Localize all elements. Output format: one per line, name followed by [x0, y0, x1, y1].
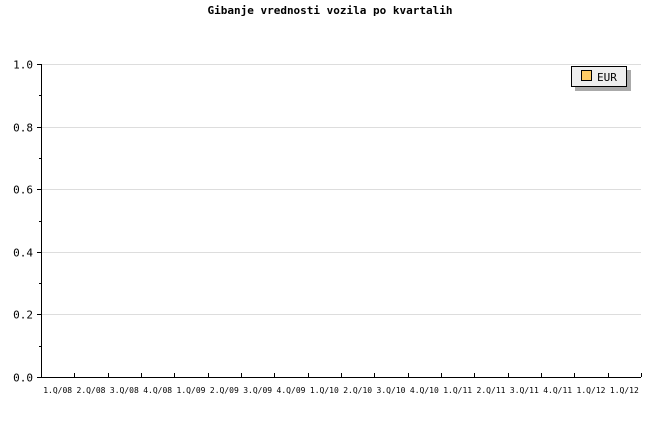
x-tick-label: 2.Q/08 [77, 386, 106, 395]
x-tick-label: 4.Q/08 [143, 386, 172, 395]
x-tick-label: 4.Q/09 [277, 386, 306, 395]
x-tick-label: 2.Q/11 [477, 386, 506, 395]
x-tick-label: 2.Q/09 [210, 386, 239, 395]
y-tick-label: 0.4 [13, 247, 33, 260]
x-tick-label: 3.Q/10 [377, 386, 406, 395]
x-tick-label: 1.Q/12 [610, 386, 639, 395]
x-tick-label: 4.Q/11 [543, 386, 572, 395]
y-tick-label: 1.0 [13, 59, 33, 72]
x-tick-label: 1.Q/09 [177, 386, 206, 395]
y-tick-label: 0.0 [13, 372, 33, 385]
legend-swatch-eur [581, 70, 592, 81]
x-tick-label: 3.Q/08 [110, 386, 139, 395]
chart-title: Gibanje vrednosti vozila po kvartalih [207, 4, 453, 17]
y-tick-label: 0.6 [13, 184, 33, 197]
x-tick-label: 2.Q/10 [343, 386, 372, 395]
x-tick-label: 1.Q/08 [43, 386, 72, 395]
x-tick-label: 1.Q/10 [310, 386, 339, 395]
y-tick-label: 0.8 [13, 122, 33, 135]
x-tick-label: 4.Q/10 [410, 386, 439, 395]
legend-label-eur: EUR [597, 71, 617, 84]
x-tick-label: 1.Q/12 [577, 386, 606, 395]
x-tick-label: 3.Q/09 [243, 386, 272, 395]
x-tick-label: 3.Q/11 [510, 386, 539, 395]
y-tick-label: 0.2 [13, 309, 33, 322]
x-tick-label: 1.Q/11 [443, 386, 472, 395]
